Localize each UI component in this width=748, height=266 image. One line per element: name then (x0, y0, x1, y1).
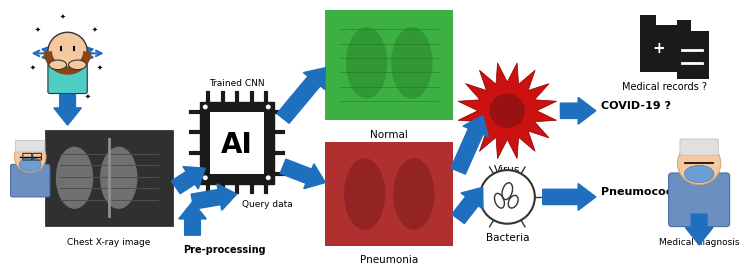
Ellipse shape (684, 165, 714, 182)
Ellipse shape (344, 158, 385, 230)
Polygon shape (280, 159, 325, 189)
Circle shape (490, 94, 525, 128)
Polygon shape (191, 184, 237, 210)
Text: Bacteria: Bacteria (485, 233, 529, 243)
Polygon shape (179, 202, 206, 235)
Ellipse shape (56, 147, 94, 209)
FancyBboxPatch shape (325, 142, 453, 246)
FancyBboxPatch shape (48, 61, 88, 94)
Text: Pre-processing: Pre-processing (183, 245, 266, 255)
Text: COVID-19 ?: COVID-19 ? (601, 101, 671, 111)
FancyBboxPatch shape (210, 112, 264, 174)
Text: Virus: Virus (494, 165, 521, 175)
Text: +: + (652, 41, 665, 56)
Text: ✦: ✦ (92, 26, 98, 32)
Polygon shape (560, 97, 596, 124)
Ellipse shape (391, 27, 432, 99)
Ellipse shape (393, 158, 435, 230)
Ellipse shape (100, 147, 138, 209)
Polygon shape (543, 184, 596, 210)
Text: ✦: ✦ (85, 93, 91, 99)
Polygon shape (54, 94, 82, 125)
Text: AI: AI (221, 131, 253, 159)
Text: Trained CNN: Trained CNN (209, 79, 265, 88)
FancyBboxPatch shape (45, 130, 173, 226)
FancyBboxPatch shape (16, 140, 45, 152)
Text: Normal: Normal (370, 130, 408, 140)
Ellipse shape (346, 27, 387, 99)
Polygon shape (451, 115, 488, 174)
Ellipse shape (69, 60, 86, 70)
FancyBboxPatch shape (200, 102, 275, 184)
Text: Medical records ?: Medical records ? (622, 82, 707, 92)
Polygon shape (458, 63, 557, 159)
FancyBboxPatch shape (678, 20, 691, 33)
Circle shape (266, 105, 271, 109)
Text: ✦: ✦ (97, 65, 103, 71)
Text: Query data: Query data (242, 200, 292, 209)
Circle shape (266, 175, 271, 180)
Text: ✦: ✦ (35, 26, 41, 32)
Circle shape (203, 175, 208, 180)
Ellipse shape (19, 158, 41, 171)
Circle shape (203, 105, 208, 109)
FancyBboxPatch shape (325, 10, 453, 120)
Text: Medical diagnosis: Medical diagnosis (659, 238, 739, 247)
Text: Chest X-ray image: Chest X-ray image (67, 238, 150, 247)
FancyBboxPatch shape (680, 139, 718, 155)
Polygon shape (171, 167, 205, 194)
FancyBboxPatch shape (640, 15, 656, 27)
FancyBboxPatch shape (678, 31, 709, 79)
Circle shape (479, 170, 535, 224)
Polygon shape (685, 214, 713, 245)
Text: Pneumonia: Pneumonia (360, 255, 418, 265)
Polygon shape (452, 187, 483, 223)
Circle shape (14, 142, 46, 172)
Text: ✦: ✦ (60, 14, 66, 20)
FancyBboxPatch shape (10, 164, 50, 197)
Ellipse shape (49, 60, 67, 70)
Circle shape (678, 142, 721, 185)
FancyBboxPatch shape (640, 25, 678, 72)
FancyBboxPatch shape (669, 173, 729, 227)
Text: ✦: ✦ (30, 65, 36, 71)
Text: Pneumococcus?: Pneumococcus? (601, 187, 700, 197)
Polygon shape (277, 68, 325, 123)
Circle shape (48, 32, 88, 70)
